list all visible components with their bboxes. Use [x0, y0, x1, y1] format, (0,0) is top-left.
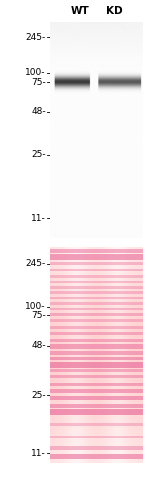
Bar [50, 436, 142, 439]
Bar [50, 409, 142, 416]
Bar [50, 308, 142, 310]
Bar [50, 249, 142, 253]
Bar [50, 292, 142, 294]
Bar [50, 357, 142, 361]
Text: 100-: 100- [25, 302, 46, 311]
Text: 75-: 75- [31, 311, 46, 320]
Bar [50, 344, 142, 349]
Bar [50, 302, 142, 305]
Text: 245-: 245- [26, 33, 46, 42]
Bar [50, 375, 142, 378]
Bar [50, 297, 142, 299]
Bar [50, 389, 142, 393]
Bar [50, 313, 142, 316]
Bar [50, 269, 142, 271]
Bar [50, 254, 142, 260]
Text: 48-: 48- [31, 107, 46, 116]
Bar [50, 275, 142, 278]
Text: 100-: 100- [25, 68, 46, 77]
Bar [50, 332, 142, 335]
Bar [50, 446, 142, 450]
Bar [50, 368, 142, 372]
Bar [50, 262, 142, 265]
Bar [50, 326, 142, 328]
Text: WT: WT [71, 6, 90, 16]
Text: 75-: 75- [31, 78, 46, 87]
Bar [50, 286, 142, 289]
Bar [50, 383, 142, 386]
Bar [50, 396, 142, 400]
Bar [50, 281, 142, 283]
Bar [50, 362, 142, 368]
Bar [50, 404, 142, 408]
Text: 11-: 11- [31, 214, 46, 223]
Text: 245-: 245- [26, 259, 46, 268]
Text: 48-: 48- [31, 341, 46, 350]
Bar [50, 351, 142, 355]
Bar [50, 319, 142, 322]
Text: 25-: 25- [31, 150, 46, 159]
Text: 11-: 11- [31, 449, 46, 458]
Text: 25-: 25- [31, 391, 46, 400]
Bar [50, 423, 142, 425]
Text: KD: KD [106, 6, 122, 16]
Bar [50, 339, 142, 342]
Bar [50, 454, 142, 459]
